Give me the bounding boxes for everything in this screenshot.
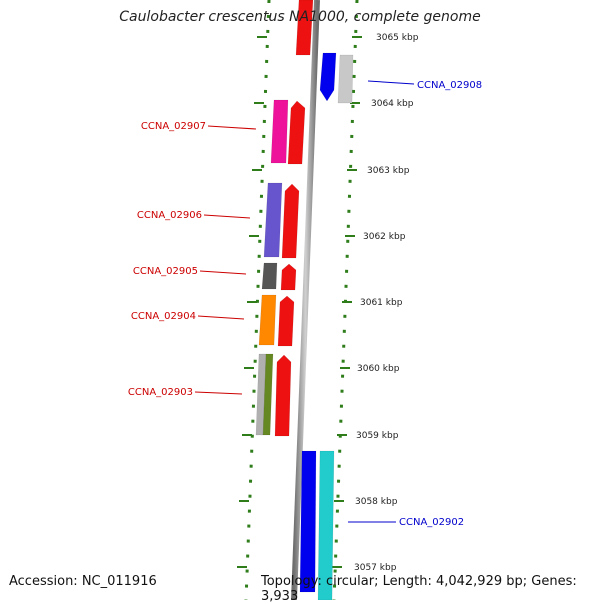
- gene-feature-ccna-02902-b[interactable]: [317, 450, 335, 600]
- scale-label-3061: 3061 kbp: [360, 298, 403, 308]
- gene-feature-ccna-02904-b[interactable]: [277, 295, 295, 347]
- gene-feature-ccna-02906-b[interactable]: [281, 183, 300, 259]
- gene-label-ccna-02904[interactable]: CCNA_02904: [131, 311, 196, 322]
- scale-label-3063: 3063 kbp: [367, 166, 410, 176]
- gene-label-ccna-02906[interactable]: CCNA_02906: [137, 210, 202, 221]
- tick-track-left: [244, 0, 271, 600]
- accession-text: Accession: NC_011916: [9, 574, 157, 589]
- gene-label-ccna-02902[interactable]: CCNA_02902: [399, 517, 464, 528]
- gene-feature-ccna-02908-a[interactable]: [319, 52, 337, 102]
- gene-feature-ccna-02902-a[interactable]: [299, 450, 317, 593]
- scale-label-3058: 3058 kbp: [355, 497, 398, 507]
- gene-feature-ccna-02905-b[interactable]: [280, 263, 297, 291]
- gene-feature-ccna-02903-b[interactable]: [262, 353, 274, 436]
- gene-feature-ccna-02907-b[interactable]: [287, 100, 306, 165]
- scale-label-3057: 3057 kbp: [354, 563, 397, 573]
- gene-label-ccna-02903[interactable]: CCNA_02903: [128, 387, 193, 398]
- backbone-line: [291, 0, 320, 600]
- leader-line-ccna-02906: [203, 214, 251, 219]
- map-title: Caulobacter crescentus NA1000, complete …: [119, 9, 481, 25]
- leader-line-ccna-02908: [367, 80, 415, 85]
- tick-track-right: [332, 0, 359, 600]
- leader-line-ccna-02905: [199, 270, 247, 275]
- scale-label-3059: 3059 kbp: [356, 431, 399, 441]
- leader-line-ccna-02904: [197, 315, 245, 320]
- scale-label-3064: 3064 kbp: [371, 99, 414, 109]
- scale-label-3062: 3062 kbp: [363, 232, 406, 242]
- gene-feature-ccna-02904-a[interactable]: [258, 294, 277, 346]
- gene-feature-top-partial[interactable]: [295, 0, 314, 56]
- gene-feature-ccna-02903-c[interactable]: [274, 354, 292, 437]
- gene-feature-ccna-02905-a[interactable]: [261, 262, 278, 290]
- leader-lines: [194, 80, 415, 523]
- gene-label-ccna-02908[interactable]: CCNA_02908: [417, 80, 482, 91]
- leader-line-ccna-02903: [194, 391, 243, 395]
- gene-feature-ccna-02906-a[interactable]: [263, 182, 283, 258]
- gene-features: [255, 0, 354, 600]
- gene-feature-ccna-02907-a[interactable]: [270, 99, 289, 164]
- major-ticks: [237, 36, 362, 568]
- leader-line-ccna-02907: [207, 125, 257, 130]
- gene-label-ccna-02907[interactable]: CCNA_02907: [141, 121, 206, 132]
- gene-feature-ccna-02908-b[interactable]: [337, 54, 354, 104]
- scale-label-3060: 3060 kbp: [357, 364, 400, 374]
- gene-label-ccna-02905[interactable]: CCNA_02905: [133, 266, 198, 277]
- scale-label-3065: 3065 kbp: [376, 33, 419, 43]
